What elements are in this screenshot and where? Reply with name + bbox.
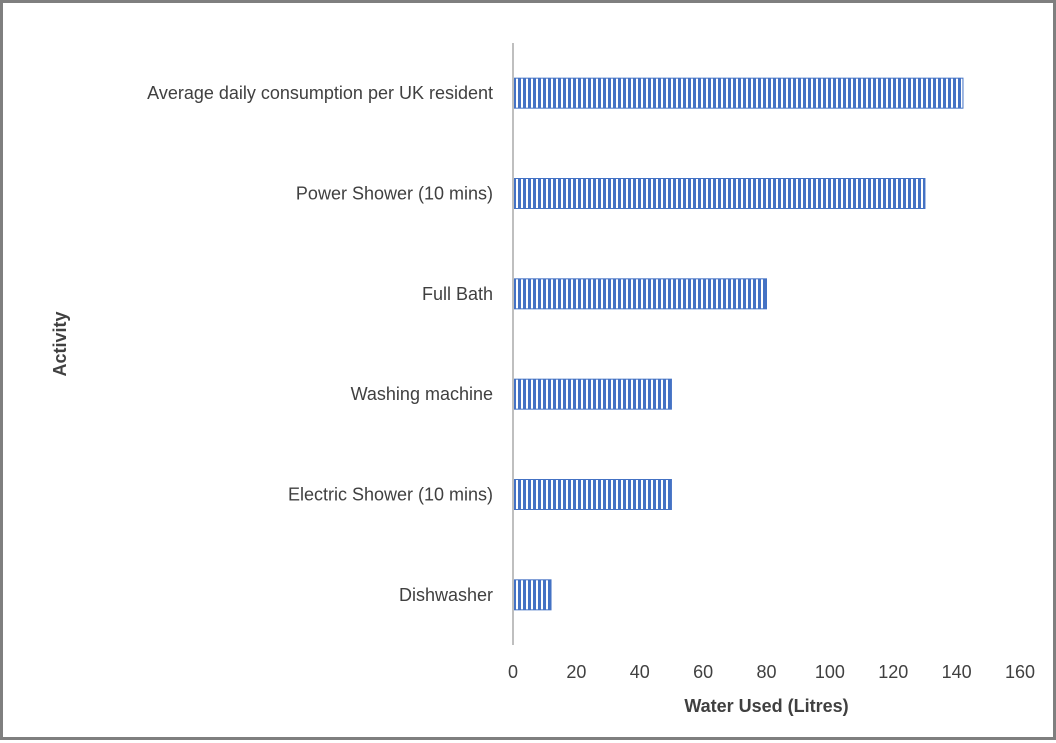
category-label-1: Power Shower (10 mins): [296, 184, 493, 204]
x-tick-label-6: 120: [878, 662, 908, 682]
x-tick-label-3: 60: [693, 662, 713, 682]
bar-1: [512, 178, 926, 209]
bars-group: [512, 77, 964, 611]
category-label-4: Electric Shower (10 mins): [288, 485, 493, 505]
x-tick-label-1: 20: [566, 662, 586, 682]
bar-0: [512, 77, 964, 109]
category-label-2: Full Bath: [422, 284, 493, 304]
x-tick-label-4: 80: [756, 662, 776, 682]
category-label-3: Washing machine: [351, 384, 493, 404]
bar-4: [512, 479, 672, 510]
bar-5: [512, 579, 552, 611]
category-label-5: Dishwasher: [399, 585, 493, 605]
bar-chart: Average daily consumption per UK residen…: [50, 43, 1035, 716]
y-axis-title: Activity: [50, 311, 70, 376]
x-tick-label-7: 140: [942, 662, 972, 682]
x-tick-label-0: 0: [508, 662, 518, 682]
category-labels: Average daily consumption per UK residen…: [147, 83, 493, 605]
x-axis-title: Water Used (Litres): [684, 696, 848, 716]
x-tick-labels: 0 20 40 60 80 100 120 140 160: [508, 662, 1035, 682]
category-label-0: Average daily consumption per UK residen…: [147, 83, 493, 103]
x-tick-label-5: 100: [815, 662, 845, 682]
bar-2: [512, 278, 767, 310]
x-tick-label-8: 160: [1005, 662, 1035, 682]
bar-3: [512, 378, 672, 410]
x-tick-label-2: 40: [630, 662, 650, 682]
